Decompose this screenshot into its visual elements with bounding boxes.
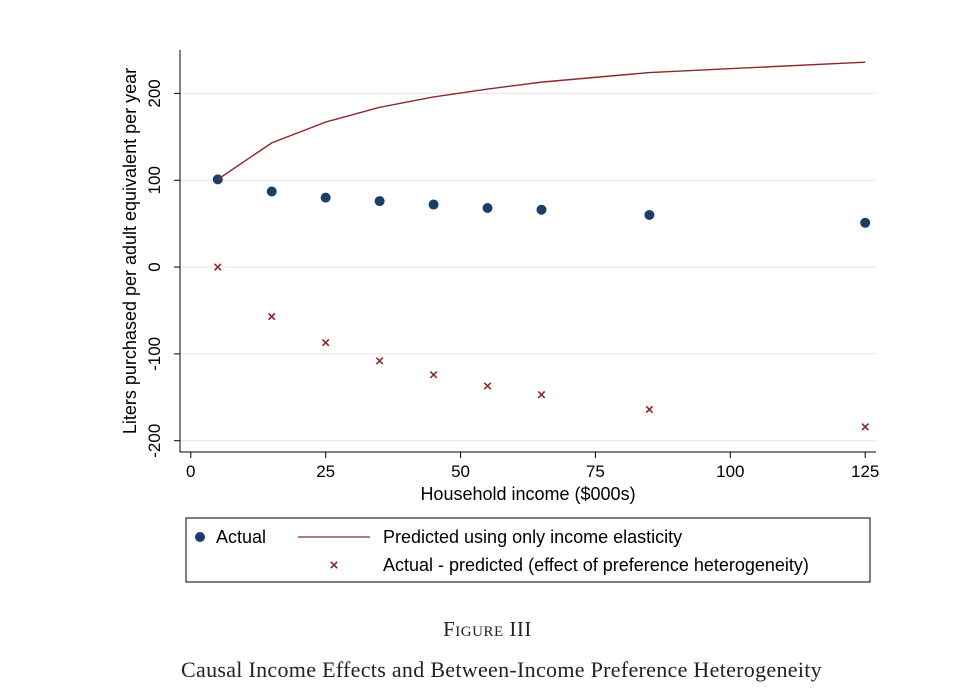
x-marker-stroke: [645, 405, 654, 414]
figure-label: Figure III: [443, 617, 532, 641]
legend-difference-marker: [330, 561, 338, 569]
figure-title: Causal Income Effects and Between-Income…: [181, 657, 822, 682]
x-tick-label: 50: [451, 462, 470, 481]
actual-point: [482, 203, 493, 214]
y-tick-label: -200: [145, 424, 164, 458]
x-tick-label: 100: [716, 462, 744, 481]
series: [212, 61, 871, 431]
actual-point: [266, 186, 277, 197]
y-tick-label: -100: [145, 337, 164, 371]
predicted-line: [217, 61, 866, 180]
legend-actual-label: Actual: [216, 527, 266, 547]
legend: Actual Predicted using only income elast…: [185, 517, 871, 583]
actual-point: [536, 204, 547, 215]
legend-actual-marker: [195, 532, 205, 542]
y-tick-label: 100: [145, 166, 164, 194]
y-axis-title: Liters purchased per adult equivalent pe…: [120, 68, 140, 434]
x-marker-stroke: [537, 390, 546, 399]
legend-x-marker: [330, 561, 338, 569]
x-marker-stroke: [483, 382, 492, 390]
difference-point: [645, 405, 654, 414]
difference-point: [267, 312, 276, 321]
actual-point: [320, 192, 331, 203]
y-tick-label: 200: [145, 79, 164, 107]
x-tick-label: 125: [851, 462, 879, 481]
x-marker-stroke: [375, 357, 384, 365]
x-marker-stroke: [861, 423, 869, 431]
actual-point: [428, 199, 439, 210]
x-axis-title: Household income ($000s): [420, 484, 635, 504]
legend-box: [185, 517, 871, 583]
x-marker-stroke: [267, 312, 276, 321]
actual-point: [374, 196, 385, 207]
x-tick-label: 25: [316, 462, 335, 481]
difference-point: [321, 338, 330, 347]
difference-point: [537, 390, 546, 399]
legend-predicted-label: Predicted using only income elasticity: [383, 527, 682, 547]
difference-point: [861, 423, 869, 431]
difference-point: [429, 370, 438, 379]
grid-lines: [180, 92, 876, 442]
actual-point: [860, 217, 871, 228]
legend-difference-label: Actual - predicted (effect of preference…: [383, 555, 809, 575]
difference-point: [483, 382, 492, 390]
x-tick-label: 75: [586, 462, 605, 481]
y-tick-label: 0: [145, 262, 164, 271]
difference-point: [214, 263, 222, 271]
x-marker-stroke: [214, 263, 222, 271]
x-marker-stroke: [429, 370, 438, 379]
difference-point: [375, 357, 384, 365]
tick-labels: -200 -100 0 100 200 0 25 50 75 100 125: [145, 79, 879, 481]
x-tick-label: 0: [186, 462, 195, 481]
x-marker-stroke: [321, 338, 330, 347]
actual-point: [644, 209, 655, 220]
chart: -200 -100 0 100 200 0 25 50 75 100 125 Household i…: [120, 50, 879, 583]
axes: [174, 50, 876, 458]
x-marker-stroke: [330, 561, 338, 569]
